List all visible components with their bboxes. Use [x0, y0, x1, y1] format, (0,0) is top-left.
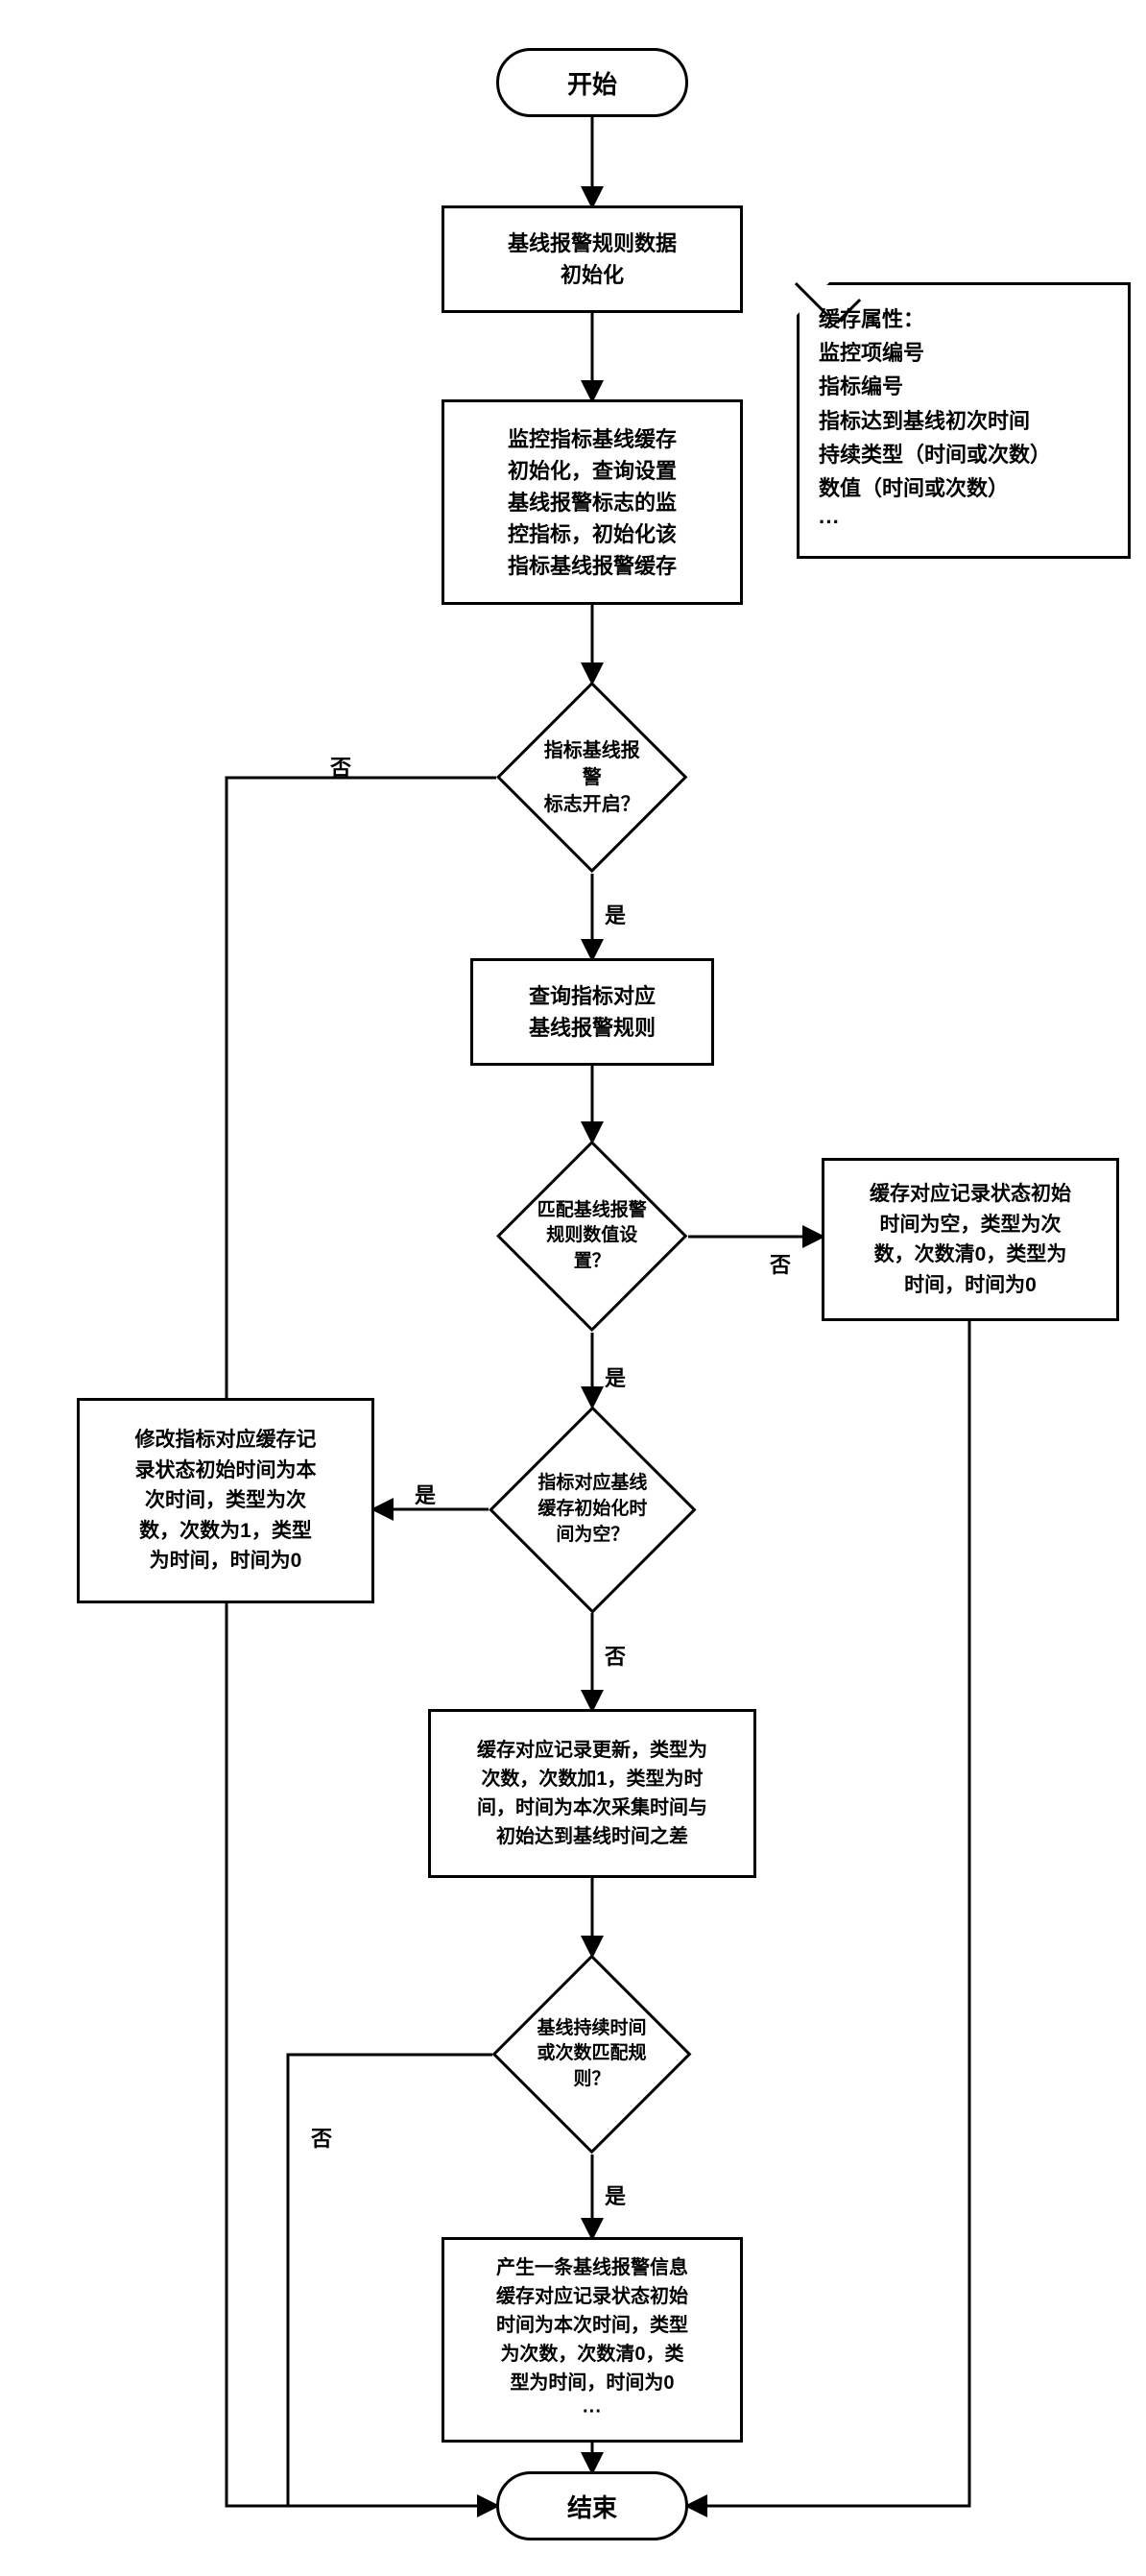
end: 结束: [496, 2471, 688, 2540]
d2: 匹配基线报警 规则数值设 置？: [496, 1141, 688, 1333]
d3: 指标对应基线 缓存初始化时 间为空？: [489, 1406, 696, 1613]
p_right: 缓存对应记录状态初始 时间为空，类型为次 数，次数清0，类型为 时间，时间为0: [822, 1158, 1119, 1321]
p4: 缓存对应记录更新，类型为 次数，次数加1，类型为时 间，时间为本次采集时间与 初…: [428, 1709, 756, 1878]
start: 开始: [496, 48, 688, 117]
label-d4_yes: 是: [605, 2179, 626, 2210]
d4: 基线持续时间 或次数匹配规 则？: [492, 1955, 692, 2155]
p5: 产生一条基线报警信息 缓存对应记录状态初始 时间为本次时间，类型 为次数，次数清…: [442, 2237, 743, 2443]
label-d2_yes: 是: [605, 1361, 626, 1392]
note-text: 缓存属性： 监控项编号 指标编号 指标达到基线初次时间 持续类型（时间或次数） …: [819, 302, 1109, 539]
label-d2_no: 否: [770, 1248, 791, 1279]
note: 缓存属性： 监控项编号 指标编号 指标达到基线初次时间 持续类型（时间或次数） …: [797, 282, 1131, 559]
d1: 指标基线报警 标志开启？: [496, 682, 688, 874]
p1: 基线报警规则数据 初始化: [442, 205, 743, 313]
p3: 查询指标对应 基线报警规则: [470, 958, 714, 1066]
p_left: 修改指标对应缓存记 录状态初始时间为本 次时间，类型为次 数，次数为1，类型 为…: [77, 1398, 374, 1603]
label-d4_no: 否: [311, 2122, 332, 2153]
label-d3_yes: 是: [415, 1479, 436, 1509]
label-d3_no: 否: [605, 1640, 626, 1671]
label-d1_no: 否: [330, 751, 351, 782]
p2: 监控指标基线缓存 初始化，查询设置 基线报警标志的监 控指标，初始化该 指标基线…: [442, 399, 743, 605]
label-d1_yes: 是: [605, 899, 626, 929]
